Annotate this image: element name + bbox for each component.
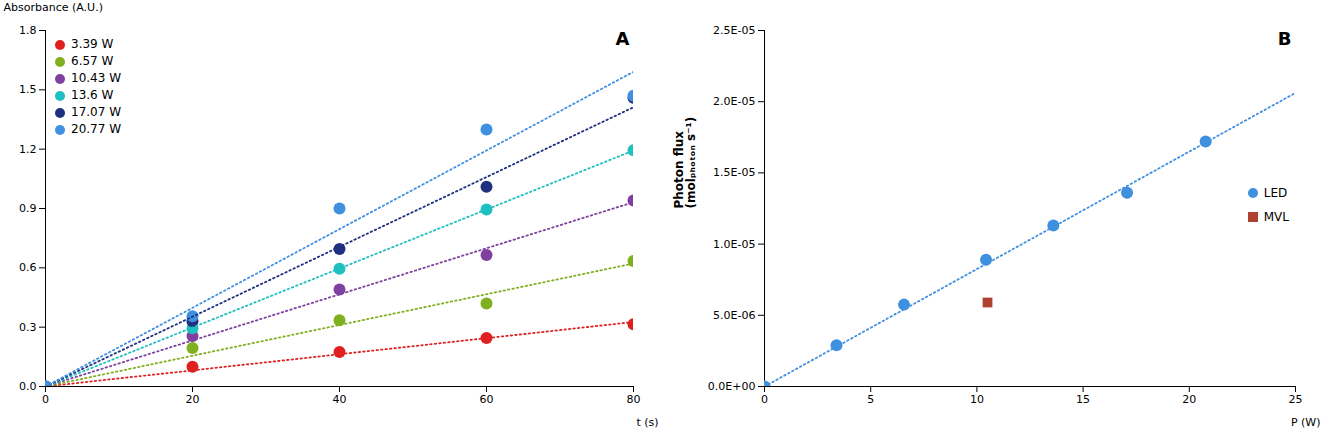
svg-text:0.0: 0.0: [19, 380, 37, 393]
svg-text:60: 60: [480, 393, 494, 406]
svg-text:0: 0: [761, 393, 768, 406]
svg-text:t (s): t (s): [636, 416, 658, 428]
svg-text:P (W): P (W): [1291, 416, 1321, 428]
svg-text:B: B: [1278, 28, 1292, 49]
svg-text:1.0E-05: 1.0E-05: [713, 238, 755, 251]
svg-text:1.2: 1.2: [19, 143, 37, 156]
svg-text:80: 80: [627, 393, 641, 406]
svg-text:20: 20: [1182, 393, 1196, 406]
svg-text:0.0E+00: 0.0E+00: [708, 380, 756, 393]
svg-text:25: 25: [1289, 393, 1303, 406]
html-text:20.77 W: 20.77 W: [71, 122, 121, 136]
html-text:MVL: MVL: [1263, 210, 1289, 225]
svg-text:2.0E-05: 2.0E-05: [713, 95, 755, 108]
svg-text:1.5E-05: 1.5E-05: [713, 166, 755, 179]
html-text:6.57 W: 6.57 W: [71, 54, 114, 68]
html-text:17.07 W: 17.07 W: [71, 105, 121, 119]
svg-text:A: A: [616, 28, 630, 49]
svg-text:0.9: 0.9: [19, 202, 37, 215]
svg-text:40: 40: [333, 393, 347, 406]
svg-text:5.0E-06: 5.0E-06: [713, 309, 755, 322]
svg-text:Absorbance (A.U.): Absorbance (A.U.): [4, 1, 103, 14]
html-text:LED: LED: [1263, 186, 1288, 201]
svg-text:0.6: 0.6: [19, 261, 37, 274]
svg-text:1.8: 1.8: [19, 24, 37, 37]
html-text:13.6 W: 13.6 W: [71, 88, 114, 102]
svg-text:20: 20: [186, 393, 200, 406]
svg-text:5: 5: [867, 393, 874, 406]
svg-text:2.5E-05: 2.5E-05: [713, 24, 755, 37]
svg-text:0.3: 0.3: [19, 321, 37, 334]
svg-text:Photon flux(molₚₕₒₜₒₙ s⁻¹): Photon flux(molₚₕₒₜₒₙ s⁻¹): [672, 117, 698, 209]
html-text:10.43 W: 10.43 W: [71, 71, 121, 85]
svg-text:15: 15: [1076, 393, 1090, 406]
svg-text:10: 10: [970, 393, 984, 406]
html-text:3.39 W: 3.39 W: [71, 37, 114, 51]
svg-text:0: 0: [42, 393, 49, 406]
svg-text:1.5: 1.5: [19, 83, 37, 96]
